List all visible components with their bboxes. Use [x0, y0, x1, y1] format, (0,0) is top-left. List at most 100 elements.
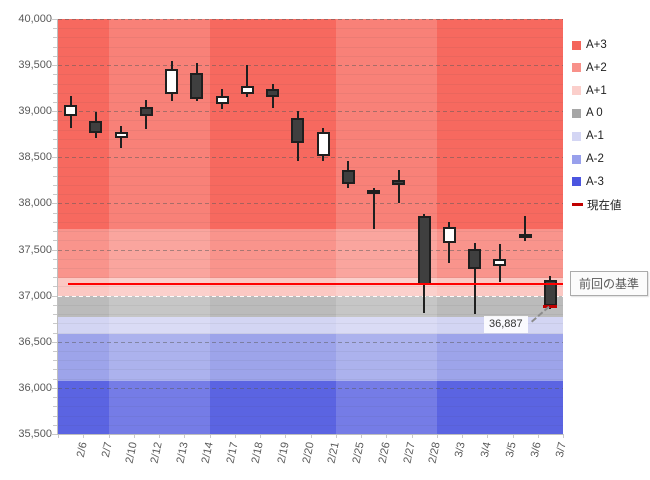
minor-gridline — [58, 55, 563, 57]
candle-wick-3/4 — [473, 243, 476, 315]
x-axis-tick — [487, 434, 489, 438]
minor-gridline — [58, 277, 563, 279]
legend-item-A+1: A+1 — [572, 84, 607, 98]
minor-gridline — [58, 37, 563, 39]
band-A-1 — [58, 316, 563, 335]
minor-gridline — [58, 74, 563, 76]
candle-wick-2/27 — [397, 170, 400, 204]
candle-body-2/10 — [114, 132, 128, 138]
y-axis-tick — [51, 341, 57, 343]
legend-label: A+2 — [586, 61, 607, 74]
major-gridline — [58, 65, 563, 67]
x-axis-tick — [563, 434, 564, 438]
x-axis-label: 2/10 — [123, 441, 140, 465]
candle-body-3/7 — [543, 279, 557, 307]
major-gridline — [58, 249, 563, 251]
x-axis-label: 2/28 — [426, 441, 443, 465]
band-color-swatch-icon — [572, 86, 581, 96]
band-color-swatch-icon — [572, 63, 581, 73]
y-axis-tick — [53, 351, 57, 352]
x-axis-label: 2/27 — [401, 441, 418, 465]
minor-gridline — [58, 397, 563, 399]
candle-body-2/13 — [165, 68, 179, 94]
x-axis-tick — [411, 434, 413, 438]
band-color-swatch-icon — [572, 154, 581, 164]
y-axis-tick — [53, 46, 57, 48]
previous-baseline-line — [68, 282, 563, 285]
candle-body-2/18 — [240, 86, 254, 94]
y-axis-tick — [53, 92, 57, 94]
legend-item-A0: A 0 — [572, 106, 603, 120]
y-axis-tick — [51, 157, 57, 159]
y-axis-tick — [51, 65, 57, 67]
candle-wick-3/6 — [524, 216, 527, 242]
major-gridline — [58, 387, 563, 389]
minor-gridline — [58, 378, 563, 380]
x-axis-label: 2/18 — [249, 441, 267, 465]
x-axis-label: 3/7 — [554, 441, 570, 459]
y-axis-label: 38,500 — [18, 151, 52, 164]
minor-gridline — [58, 129, 563, 131]
legend-item-A-2: A-2 — [572, 152, 604, 166]
candle-wick-2/26 — [372, 187, 375, 230]
y-axis-tick — [53, 120, 57, 122]
legend-label: A-3 — [586, 175, 604, 188]
candle-body-2/27 — [392, 180, 406, 185]
y-axis-tick — [51, 387, 57, 389]
minor-gridline — [58, 258, 563, 260]
x-axis-label: 2/7 — [99, 441, 115, 459]
candle-body-3/3 — [442, 226, 456, 244]
x-axis-label: 2/12 — [148, 441, 166, 465]
legend-item-A+3: A+3 — [572, 38, 607, 52]
y-axis-tick — [53, 304, 57, 306]
minor-gridline — [58, 166, 563, 168]
y-axis-tick — [51, 295, 57, 297]
x-axis-tick — [159, 434, 160, 438]
y-axis-tick — [53, 102, 57, 103]
band-A+3 — [58, 19, 563, 230]
band-color-swatch-icon — [572, 108, 581, 118]
x-axis-label: 2/21 — [325, 441, 342, 465]
minor-gridline — [58, 406, 563, 408]
candle-body-2/14 — [190, 73, 204, 100]
x-axis-tick — [361, 434, 362, 438]
minor-gridline — [58, 46, 563, 48]
candle-body-3/5 — [493, 258, 507, 267]
band-color-swatch-icon — [572, 40, 581, 50]
y-axis-tick — [53, 323, 57, 325]
minor-gridline — [58, 185, 563, 186]
x-axis-label: 2/25 — [350, 441, 368, 465]
x-axis-tick — [462, 434, 463, 438]
y-axis-tick — [53, 148, 57, 150]
y-axis-label: 35,500 — [18, 428, 52, 440]
y-axis-tick — [53, 424, 57, 426]
minor-gridline — [58, 231, 563, 233]
y-axis-label: 39,500 — [18, 59, 52, 72]
current-value-annotation: 36,887 — [484, 316, 528, 333]
x-axis-tick — [335, 434, 337, 438]
x-axis-label: 2/26 — [376, 441, 393, 465]
y-axis-tick — [53, 37, 57, 39]
x-axis-tick — [83, 434, 85, 438]
minor-gridline — [58, 240, 563, 242]
y-axis-label: 37,000 — [18, 289, 52, 302]
y-axis-label: 39,000 — [18, 105, 52, 118]
y-axis-tick — [53, 240, 57, 242]
major-gridline — [58, 203, 563, 205]
y-axis-line — [57, 19, 58, 434]
current-value-dash-icon — [572, 203, 583, 207]
y-axis-tick — [53, 175, 57, 177]
x-axis-label: 2/20 — [300, 441, 317, 465]
y-axis-tick — [53, 332, 57, 334]
x-axis-tick — [260, 434, 261, 438]
y-axis-tick — [53, 28, 57, 30]
minor-gridline — [58, 369, 563, 371]
legend-label: A-2 — [586, 153, 604, 165]
minor-gridline — [58, 175, 563, 177]
candle-body-2/6 — [64, 104, 78, 116]
y-axis-label: 40,000 — [18, 13, 52, 25]
minor-gridline — [58, 212, 563, 214]
x-axis-label: 2/6 — [74, 441, 90, 459]
legend-label: 現在値 — [587, 199, 622, 212]
y-axis-tick — [53, 406, 57, 408]
